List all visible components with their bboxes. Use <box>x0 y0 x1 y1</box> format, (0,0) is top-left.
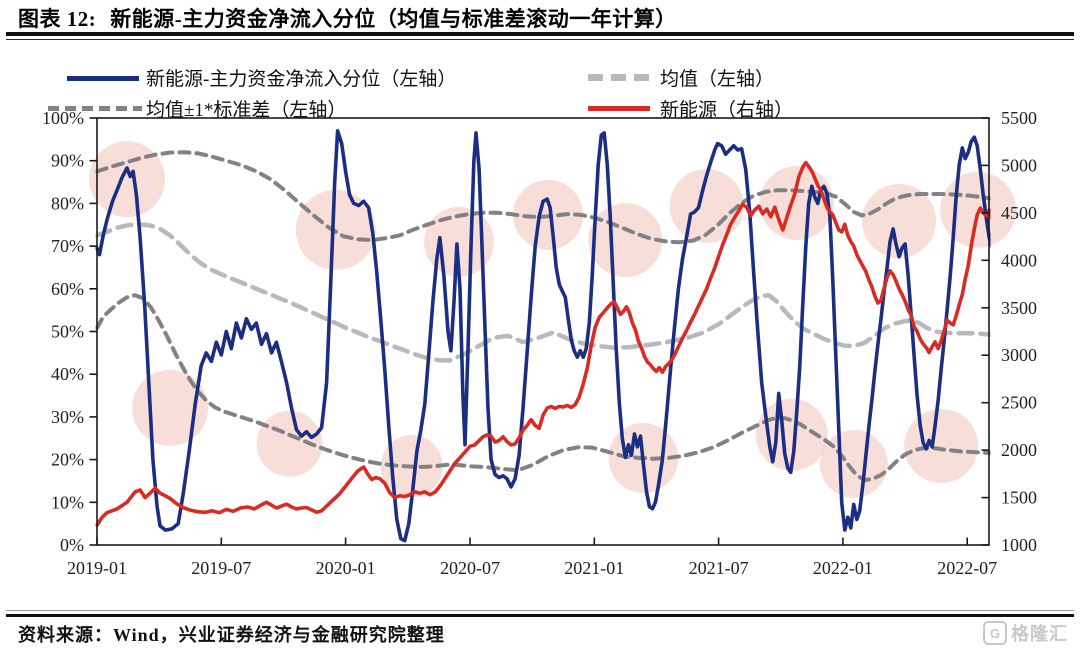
footer-rule-thick <box>6 614 1074 617</box>
axes-frame-layer <box>89 117 990 546</box>
y-left-tick-label: 60% <box>51 279 84 299</box>
legend-label-band: 均值±1*标准差（左轴） <box>146 100 347 121</box>
series-layer <box>95 129 991 543</box>
x-tick-label: 2021-07 <box>689 558 749 578</box>
watermark-logo-icon: G <box>983 621 1007 645</box>
y-left-tick-label: 80% <box>51 193 84 213</box>
highlight-circle <box>132 369 209 446</box>
series-band_lower <box>95 293 991 483</box>
y-right-tick-label: 4000 <box>1001 250 1037 270</box>
x-tick-label: 2021-01 <box>564 558 624 578</box>
y-right-tick-label: 1000 <box>1001 535 1037 555</box>
watermark: G 格隆汇 <box>983 620 1068 646</box>
legend-swatch-band-dashes <box>48 106 142 111</box>
highlight-circles-layer <box>89 141 1017 498</box>
y-right-tick-label: 3000 <box>1001 345 1037 365</box>
y-left-tick-label: 0% <box>60 535 84 555</box>
x-tick-label: 2022-01 <box>813 558 873 578</box>
x-tick-label: 2019-01 <box>67 558 127 578</box>
series-index <box>95 160 991 527</box>
x-tick-label: 2020-01 <box>316 558 376 578</box>
highlight-circle <box>89 141 165 218</box>
title-rule-thick <box>6 32 1074 36</box>
chart-title-text: 新能源-主力资金净流入分位（均值与标准差滚动一年计算） <box>110 7 677 31</box>
y-left-tick-label: 10% <box>51 492 84 512</box>
title-rule-thin <box>6 38 1074 40</box>
x-tick-label: 2020-07 <box>440 558 500 578</box>
legend-swatch-index-line <box>588 106 650 111</box>
y-left-tick-label: 90% <box>51 151 84 171</box>
y-left-tick-label: 40% <box>51 364 84 384</box>
legend-label-percentile: 新能源-主力资金净流入分位（左轴） <box>146 69 457 90</box>
legend-swatch-mean-dashes <box>588 74 650 81</box>
y-right-tick-label: 2000 <box>1001 440 1037 460</box>
y-right-tick-label: 5500 <box>1001 108 1037 128</box>
x-tick-label: 2022-07 <box>937 558 997 578</box>
y-left-tick-label: 20% <box>51 450 84 470</box>
watermark-text: 格隆汇 <box>1011 624 1068 644</box>
y-right-tick-label: 2500 <box>1001 393 1037 413</box>
source-note: 资料来源：Wind，兴业证券经济与金融研究院整理 <box>18 625 445 645</box>
footer-rule-thin <box>6 610 1074 611</box>
series-band_upper <box>95 150 991 245</box>
legend-label-index: 新能源（右轴） <box>660 100 794 121</box>
y-left-tick-label: 30% <box>51 407 84 427</box>
highlight-circle <box>759 166 834 240</box>
x-tick-label: 2019-07 <box>191 558 251 578</box>
series-mean <box>95 222 991 363</box>
series-percentile <box>95 129 991 543</box>
chart-number-label: 图表 12: <box>18 7 97 31</box>
y-right-tick-label: 4500 <box>1001 203 1037 223</box>
highlight-circle <box>819 429 888 498</box>
highlight-circle <box>904 408 979 483</box>
y-left-tick-label: 70% <box>51 236 84 256</box>
highlight-circle <box>588 203 663 278</box>
y-right-tick-label: 1500 <box>1001 488 1037 508</box>
highlight-circle <box>862 183 937 258</box>
legend-label-mean: 均值（左轴） <box>660 69 775 90</box>
page-title: 图表 12: 新能源-主力资金净流入分位（均值与标准差滚动一年计算） <box>18 3 677 33</box>
y-left-tick-label: 100% <box>42 108 84 128</box>
y-right-tick-label: 3500 <box>1001 298 1037 318</box>
legend-swatch-percentile-line <box>67 76 139 81</box>
y-left-tick-label: 50% <box>51 322 84 342</box>
y-right-tick-label: 5000 <box>1001 155 1037 175</box>
axis-labels-layer: 100% 90% 80% 70% 60% 50% 40% 30% 20% 10% 0% 5500 500… <box>42 108 1037 578</box>
